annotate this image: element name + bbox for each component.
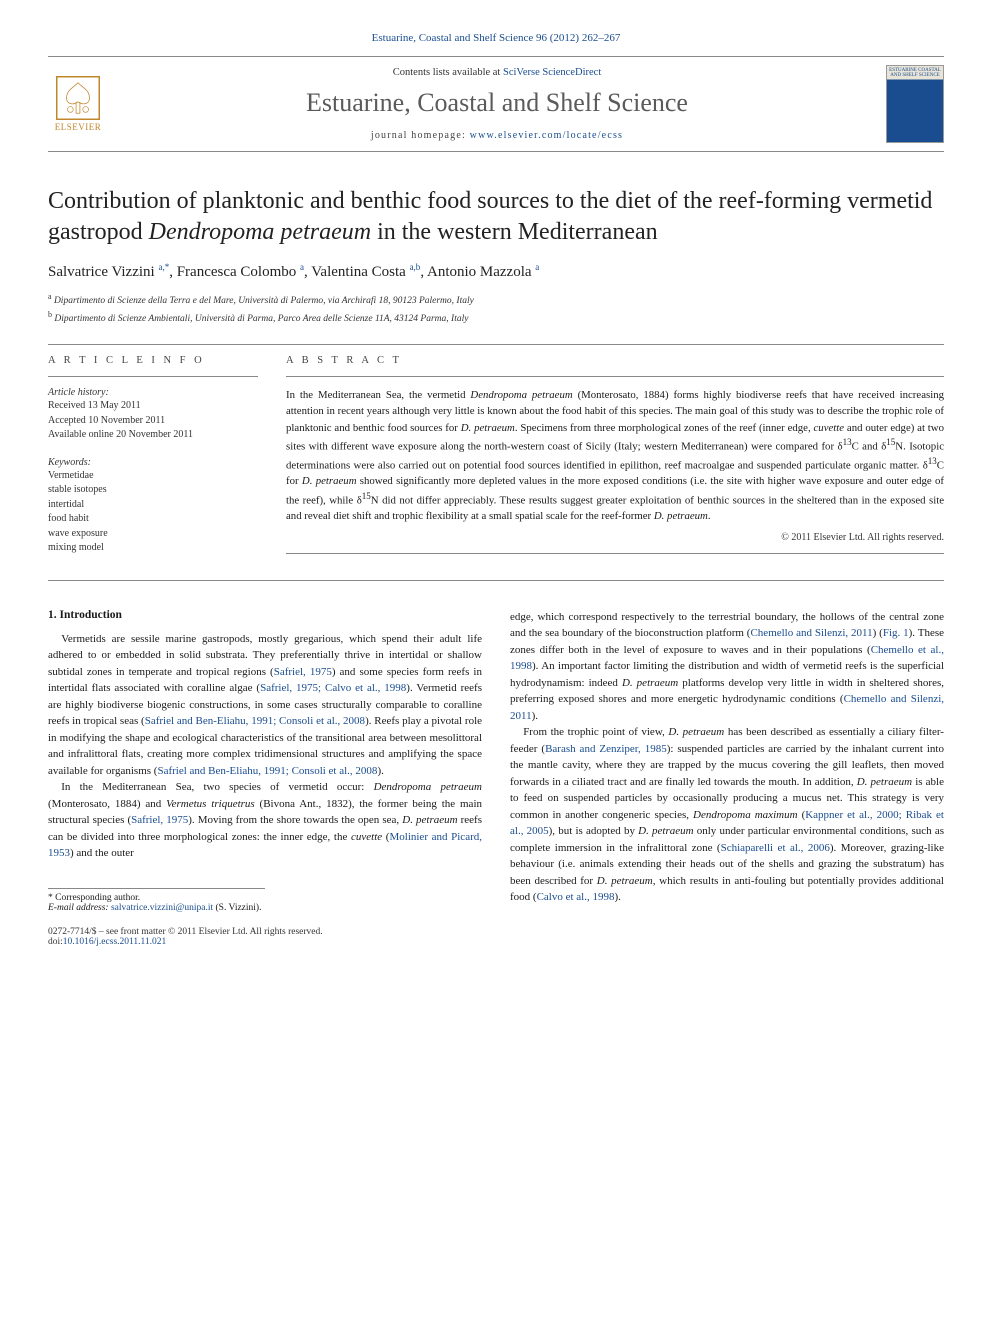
paragraph: In the Mediterranean Sea, two species of… (48, 779, 482, 862)
homepage-prefix: journal homepage: (371, 130, 470, 141)
history-line: Accepted 10 November 2011 (48, 414, 258, 429)
publisher-label: ELSEVIER (55, 122, 102, 132)
paragraph: From the trophic point of view, D. petra… (510, 724, 944, 906)
article-title: Contribution of planktonic and benthic f… (48, 186, 944, 248)
footer: 0272-7714/$ – see front matter © 2011 El… (48, 927, 944, 947)
email-label: E-mail address: (48, 903, 109, 913)
homepage-line: journal homepage: www.elsevier.com/locat… (108, 130, 886, 141)
homepage-link[interactable]: www.elsevier.com/locate/ecss (470, 130, 623, 141)
divider (286, 376, 944, 377)
doi-line: doi:10.1016/j.ecss.2011.11.021 (48, 937, 944, 947)
column-left: 1. Introduction Vermetids are sessile ma… (48, 609, 482, 913)
keyword: wave exposure (48, 527, 258, 542)
contents-line: Contents lists available at SciVerse Sci… (108, 67, 886, 78)
paragraph: edge, which correspond respectively to t… (510, 609, 944, 725)
abstract-copyright: © 2011 Elsevier Ltd. All rights reserved… (286, 532, 944, 543)
corr-email-line: E-mail address: salvatrice.vizzini@unipa… (48, 903, 265, 913)
section-heading: 1. Introduction (48, 609, 482, 621)
email-link[interactable]: salvatrice.vizzini@unipa.it (111, 903, 213, 913)
corresponding-author: * Corresponding author. E-mail address: … (48, 888, 265, 913)
corr-star-label: * Corresponding author. (48, 893, 265, 903)
contents-prefix: Contents lists available at (393, 67, 503, 78)
affil-sup: a (48, 292, 52, 301)
info-abstract-row: A R T I C L E I N F O Article history: R… (48, 355, 944, 570)
elsevier-tree-icon (56, 76, 100, 120)
publisher-logo: ELSEVIER (48, 69, 108, 139)
author-list: Salvatrice Vizzini a,*, Francesca Colomb… (48, 262, 944, 281)
body-columns: 1. Introduction Vermetids are sessile ma… (48, 609, 944, 913)
journal-cover-thumb: ESTUARINE COASTAL AND SHELF SCIENCE (886, 65, 944, 143)
divider (286, 553, 944, 554)
history-line: Received 13 May 2011 (48, 399, 258, 414)
keyword: food habit (48, 512, 258, 527)
affiliation: a Dipartimento di Scienze della Terra e … (48, 291, 944, 308)
masthead: ELSEVIER Contents lists available at Sci… (48, 56, 944, 152)
email-suffix: (S. Vizzini). (216, 903, 262, 913)
abstract-text: In the Mediterranean Sea, the vermetid D… (286, 387, 944, 524)
column-right: edge, which correspond respectively to t… (510, 609, 944, 913)
affil-text: Dipartimento di Scienze della Terra e de… (54, 297, 474, 307)
masthead-center: Contents lists available at SciVerse Sci… (108, 67, 886, 141)
keyword: mixing model (48, 541, 258, 556)
abstract: A B S T R A C T In the Mediterranean Sea… (286, 355, 944, 570)
paragraph: Vermetids are sessile marine gastropods,… (48, 631, 482, 780)
affil-text: Dipartimento di Scienze Ambientali, Univ… (54, 314, 468, 324)
doi-link[interactable]: 10.1016/j.ecss.2011.11.021 (63, 937, 167, 947)
history-label: Article history: (48, 387, 258, 398)
journal-reference: Estuarine, Coastal and Shelf Science 96 … (48, 32, 944, 44)
abstract-heading: A B S T R A C T (286, 355, 944, 366)
affiliation: b Dipartimento di Scienze Ambientali, Un… (48, 309, 944, 326)
keyword: intertidal (48, 498, 258, 513)
keywords-block: Keywords: Vermetidae stable isotopes int… (48, 457, 258, 556)
article-info-heading: A R T I C L E I N F O (48, 355, 258, 366)
divider (48, 376, 258, 377)
divider (48, 344, 944, 345)
affiliations: a Dipartimento di Scienze della Terra e … (48, 291, 944, 326)
affil-sup: b (48, 310, 52, 319)
history-block: Article history: Received 13 May 2011 Ac… (48, 387, 258, 443)
keyword: stable isotopes (48, 483, 258, 498)
keywords-label: Keywords: (48, 457, 258, 468)
article-info: A R T I C L E I N F O Article history: R… (48, 355, 258, 570)
history-line: Available online 20 November 2011 (48, 428, 258, 443)
journal-ref-link[interactable]: Estuarine, Coastal and Shelf Science 96 … (372, 32, 621, 44)
divider (48, 580, 944, 581)
journal-name: Estuarine, Coastal and Shelf Science (108, 88, 886, 118)
cover-label: ESTUARINE COASTAL AND SHELF SCIENCE (887, 68, 943, 78)
doi-prefix: doi: (48, 937, 63, 947)
scidirect-link[interactable]: SciVerse ScienceDirect (503, 67, 601, 78)
front-matter: 0272-7714/$ – see front matter © 2011 El… (48, 927, 944, 937)
keyword: Vermetidae (48, 469, 258, 484)
